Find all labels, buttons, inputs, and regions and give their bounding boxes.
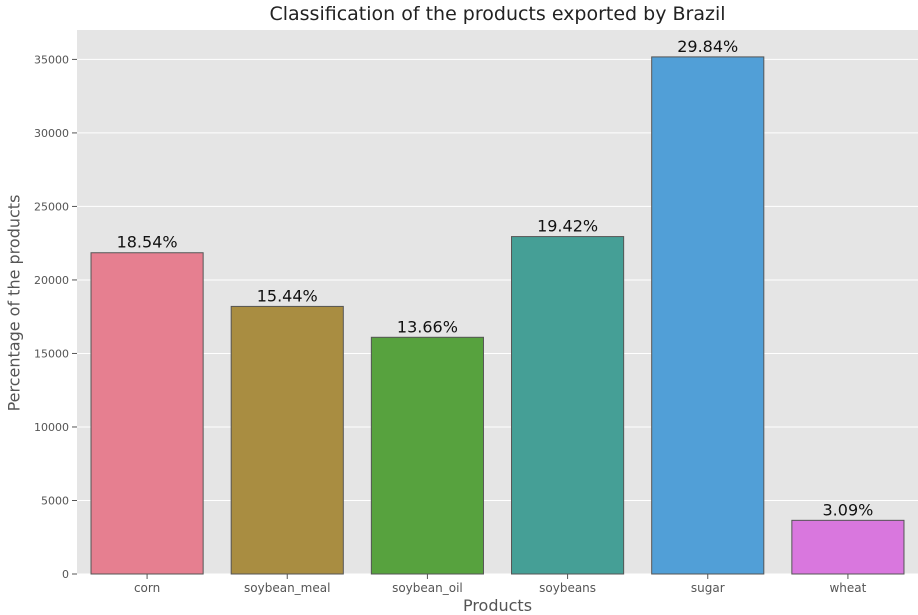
bar-value-labels: 18.54% 15.44% 13.66% 19.42% 29.84% 3.09% — [117, 37, 874, 519]
bar-value-label: 18.54% — [117, 233, 178, 252]
bar-soybeans — [511, 236, 625, 575]
bar-sugar — [651, 56, 765, 575]
y-tick-label: 0 — [62, 568, 69, 581]
bar-value-label: 19.42% — [537, 217, 598, 236]
bar-corn — [90, 252, 204, 575]
bar-value-label: 3.09% — [823, 500, 874, 519]
x-axis-label: Products — [462, 596, 533, 615]
bar-value-label: 13.66% — [397, 317, 458, 336]
y-tick-label: 5000 — [41, 494, 69, 507]
x-tick-label: soybean_oil — [392, 581, 463, 595]
y-tick-label: 15000 — [34, 347, 69, 360]
bar-soybean-meal — [230, 305, 344, 575]
x-tick-label: soybean_meal — [244, 581, 330, 595]
bar-value-label: 29.84% — [677, 37, 738, 56]
y-axis-ticks: 0 5000 10000 15000 20000 25000 30000 35000 — [34, 53, 77, 581]
y-tick-label: 25000 — [34, 200, 69, 213]
x-tick-label: wheat — [829, 581, 866, 595]
y-tick-label: 10000 — [34, 421, 69, 434]
plot-area — [77, 30, 918, 574]
bar-wheat — [791, 519, 905, 575]
y-tick-label: 30000 — [34, 127, 69, 140]
gridlines — [77, 58, 918, 575]
x-axis-ticks: corn soybean_meal soybean_oil soybeans sugar… — [134, 574, 867, 595]
bar-soybean-oil — [370, 336, 484, 575]
x-tick-label: corn — [134, 581, 160, 595]
bar-value-label: 15.44% — [257, 286, 318, 305]
y-tick-label: 20000 — [34, 274, 69, 287]
chart-title: Classification of the products exported … — [269, 3, 726, 25]
bars — [90, 56, 905, 575]
y-tick-label: 35000 — [34, 53, 69, 66]
x-tick-label: soybeans — [539, 581, 596, 595]
x-tick-label: sugar — [691, 581, 725, 595]
